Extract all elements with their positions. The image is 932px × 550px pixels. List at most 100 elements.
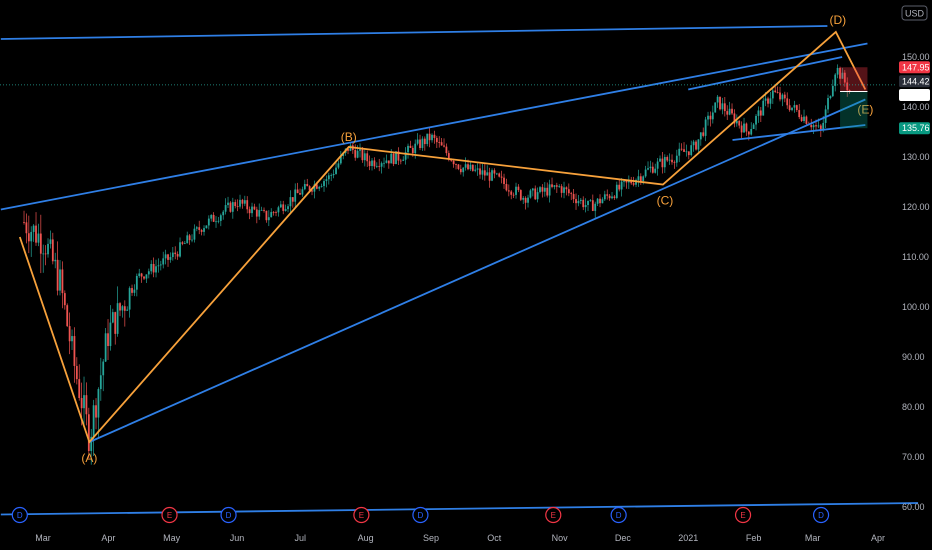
candle-body [788, 105, 791, 111]
trendline[interactable] [688, 56, 843, 91]
candle-body [287, 206, 289, 210]
candle-body [296, 189, 299, 194]
dividend-marker[interactable]: D [220, 506, 237, 524]
trendline[interactable] [0, 502, 919, 516]
candle-body [241, 199, 244, 204]
candle-body [155, 266, 157, 273]
candle-body [750, 128, 753, 135]
earnings-marker[interactable]: E [161, 506, 178, 524]
price-tag[interactable]: 144.42 [899, 75, 930, 88]
candle-body [32, 225, 35, 232]
candle-body [42, 253, 45, 255]
candle-body [224, 205, 227, 212]
candle-body [599, 198, 601, 204]
candle-body [488, 172, 491, 181]
candle-body [361, 149, 364, 161]
candle-body [812, 125, 815, 128]
candle-body [505, 183, 508, 191]
candle-body [663, 157, 666, 168]
candle-body [421, 138, 424, 149]
trendline[interactable] [0, 42, 868, 211]
candle-body [164, 254, 167, 259]
candle-body [651, 166, 654, 173]
candle-body [661, 158, 664, 168]
candle-body [771, 90, 774, 99]
candle-body [476, 168, 479, 170]
candle-body [35, 225, 37, 243]
candle-body [49, 239, 52, 244]
x-tick-label: Apr [871, 533, 885, 543]
candle-body [827, 98, 829, 110]
candle-body [690, 145, 693, 156]
x-tick-label: Feb [746, 533, 762, 543]
candle-body [179, 242, 181, 257]
candle-body [47, 243, 49, 255]
stop-zone[interactable] [840, 67, 868, 92]
candle-body [539, 187, 541, 193]
candle-body [697, 139, 700, 150]
candle-body [371, 160, 373, 167]
candle-body [474, 169, 477, 171]
candle-body [471, 164, 474, 171]
earnings-marker[interactable]: E [545, 506, 562, 524]
trendline[interactable] [89, 98, 866, 443]
y-tick-label: 80.00 [902, 402, 925, 412]
svg-text:E: E [551, 511, 556, 520]
candle-body [716, 96, 719, 103]
price-tag[interactable]: 135.76 [899, 122, 930, 135]
y-tick-label: 140.00 [902, 102, 930, 112]
dividend-marker[interactable]: D [412, 506, 429, 524]
candle-body [260, 209, 263, 211]
earnings-marker[interactable]: E [734, 506, 752, 524]
target-zone[interactable] [840, 91, 868, 129]
candle-body [426, 133, 429, 145]
dividend-marker[interactable]: D [812, 506, 830, 524]
trendline[interactable] [732, 124, 866, 141]
candle-body [822, 122, 825, 130]
candle-body [596, 198, 599, 204]
candle-body [553, 185, 556, 187]
candle-body [815, 125, 817, 127]
candle-body [572, 194, 575, 200]
wave-path[interactable] [18, 30, 867, 444]
candle-body [303, 184, 306, 190]
candle-body [193, 228, 196, 240]
dividend-marker[interactable]: D [11, 506, 28, 524]
earnings-marker[interactable]: E [353, 506, 370, 524]
candle-body [431, 134, 433, 141]
candle-body [191, 239, 193, 241]
candle-body [637, 176, 640, 180]
svg-text:D: D [226, 511, 232, 520]
candle-body [337, 163, 340, 168]
currency-badge[interactable]: USD [901, 5, 928, 21]
candle-body [666, 157, 669, 161]
candle-body [594, 203, 597, 211]
price-tag[interactable]: 143.11 [899, 89, 930, 102]
candle-body [272, 212, 275, 213]
svg-text:D: D [418, 511, 424, 520]
candle-body [467, 164, 469, 170]
candle-body [80, 398, 83, 409]
candle-body [299, 193, 301, 195]
candle-body [527, 197, 529, 203]
candle-body [469, 164, 472, 170]
price-tag[interactable]: 147.95 [899, 61, 930, 74]
candle-body [656, 161, 659, 169]
svg-text:143.11: 143.11 [902, 90, 929, 100]
candle-body [699, 132, 702, 140]
candle-body [747, 131, 750, 135]
dividend-marker[interactable]: D [610, 506, 627, 524]
candle-body [44, 253, 47, 255]
trendline[interactable] [0, 25, 828, 40]
candle-body [620, 181, 623, 190]
candle-body [726, 111, 729, 115]
candle-body [306, 184, 309, 187]
candle-body [263, 209, 265, 211]
price-tags: 147.95 144.42 143.11 135.76 [899, 61, 930, 135]
candle-body [56, 259, 59, 291]
candle-body [464, 164, 467, 168]
candle-body [217, 220, 220, 222]
wave-label: (A) [81, 451, 97, 465]
